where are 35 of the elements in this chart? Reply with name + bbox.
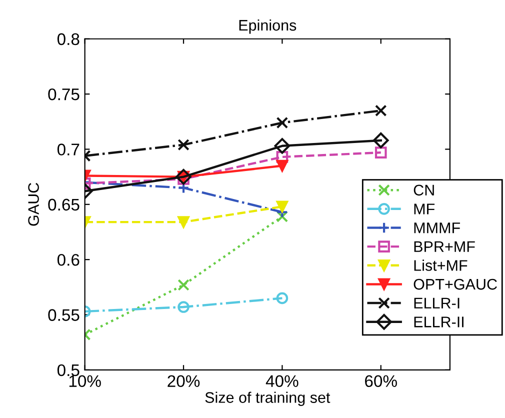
x-tick-label: 10% xyxy=(69,375,101,388)
x-tick-label: 40% xyxy=(266,375,298,388)
chart-title: Epinions xyxy=(239,19,296,34)
x-axis-title: Size of training set xyxy=(205,392,330,406)
legend-label: ELLR-II xyxy=(414,316,464,328)
point xyxy=(178,216,190,228)
point xyxy=(274,138,290,154)
x-tick-label: 60% xyxy=(365,375,397,388)
y-tick-label: 0.8 xyxy=(57,33,80,46)
point xyxy=(276,116,288,129)
legend-label: CN xyxy=(414,184,434,196)
legend-label: MMMF xyxy=(414,222,460,234)
point xyxy=(372,132,389,148)
point xyxy=(276,292,288,304)
y-tick-label: 0.55 xyxy=(48,309,80,321)
y-tick-label: 0.5 xyxy=(57,364,80,376)
point xyxy=(374,104,387,117)
x-tick-label: 20% xyxy=(168,375,200,388)
point xyxy=(178,301,190,313)
legend-label: List+MF xyxy=(414,260,468,271)
point xyxy=(374,146,387,158)
legend-label: ELLR-I xyxy=(414,298,460,308)
legend-label: OPT+GAUC xyxy=(414,278,497,290)
point xyxy=(276,200,288,213)
point xyxy=(276,160,288,172)
legend-label: MF xyxy=(414,204,435,214)
y-tick-label: 0.6 xyxy=(57,254,80,266)
point xyxy=(178,279,190,291)
y-tick-label: 0.7 xyxy=(57,144,80,156)
point xyxy=(276,210,288,222)
legend-label: BPR+MF xyxy=(414,241,475,252)
point xyxy=(178,138,190,151)
y-tick-label: 0.65 xyxy=(48,198,80,211)
y-axis-title: GAUC xyxy=(28,182,39,226)
y-tick-label: 0.75 xyxy=(48,88,80,100)
